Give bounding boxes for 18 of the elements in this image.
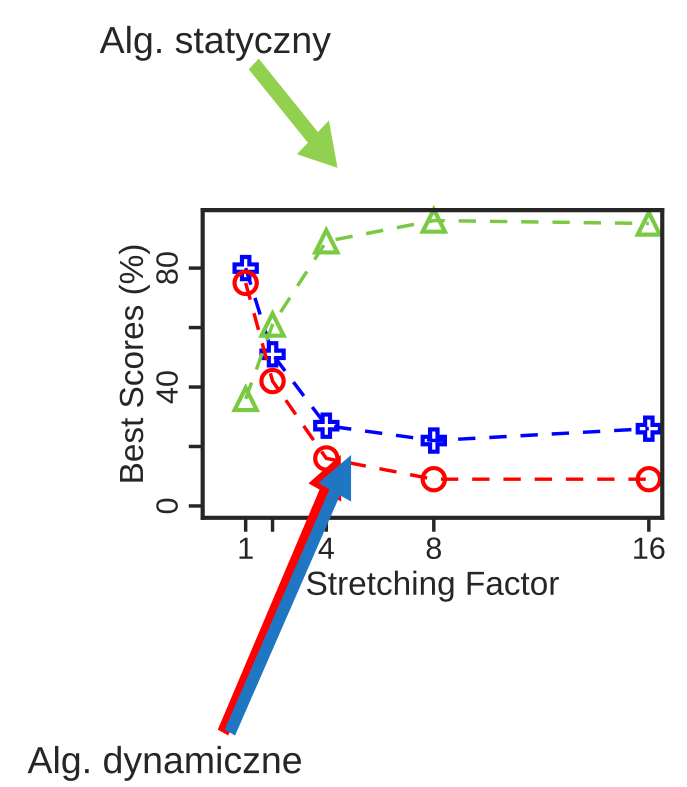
x-tick-label: 1 (240, 538, 253, 559)
point (636, 466, 662, 492)
point (420, 427, 448, 454)
x-tick-label: 16 (634, 537, 664, 560)
y-tick-label: 0 (156, 498, 178, 514)
point (420, 466, 448, 492)
x-axis-title: Stretching Factor (307, 570, 559, 602)
x-tick-label: 8 (426, 537, 441, 560)
x-tick-label: 4 (318, 538, 334, 559)
y-tick-label: 40 (156, 371, 178, 404)
point (313, 412, 340, 439)
point (636, 415, 662, 442)
y-axis-title: Best Scores (%) (118, 246, 150, 482)
y-tick-label: 80 (156, 252, 178, 284)
text: Alg. statyczny (100, 26, 331, 61)
text: Alg. dynamiczne (28, 746, 301, 781)
point (259, 368, 286, 394)
point (232, 270, 259, 296)
